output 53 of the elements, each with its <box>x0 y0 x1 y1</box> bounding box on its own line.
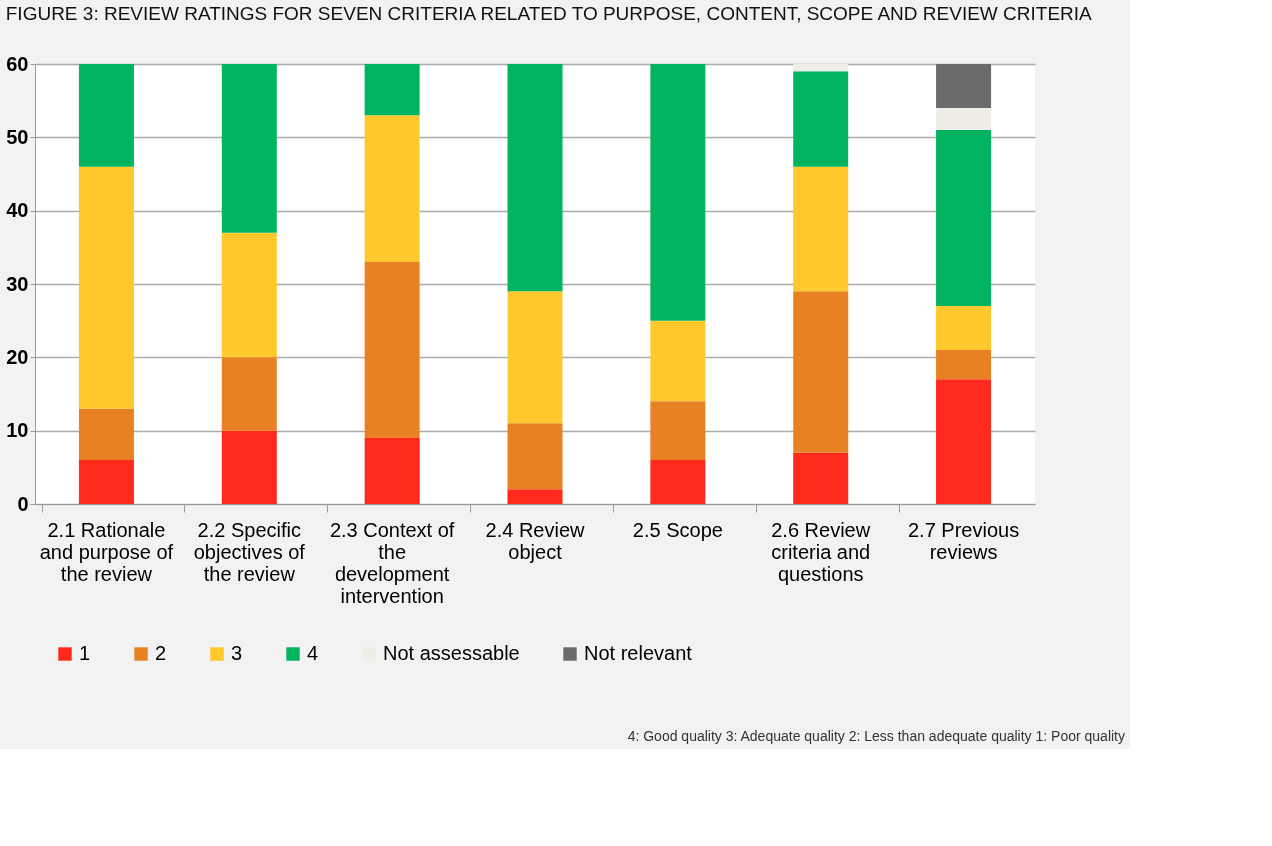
x-tick-label: 2.2 Specific objectives of the review <box>193 518 306 585</box>
bar <box>936 130 992 306</box>
bar <box>793 291 849 453</box>
bar <box>221 430 277 504</box>
bar <box>507 291 563 424</box>
bar <box>936 108 992 130</box>
bar <box>793 166 849 292</box>
legend-label: 4 <box>307 642 319 664</box>
chart-title: FIGURE 3: REVIEW RATINGS FOR SEVEN CRITERIA RELATED TO PURPOSE, CONTENT, SCOPE AND REVIEW CRITERIA <box>5 3 1093 24</box>
legend-label: 1 <box>79 642 91 664</box>
bar <box>507 64 563 292</box>
bar <box>650 401 706 460</box>
bar <box>507 489 563 504</box>
y-tick-label: 30 <box>6 272 29 295</box>
bar <box>793 64 849 72</box>
bar <box>936 64 992 108</box>
bar <box>936 306 992 350</box>
bar <box>793 71 849 167</box>
bar <box>650 460 706 504</box>
bar <box>936 379 992 504</box>
bar <box>364 262 420 438</box>
bar <box>936 350 992 380</box>
legend-label: Not relevant <box>584 642 693 664</box>
y-tick-label: 40 <box>6 199 29 222</box>
x-tick-label: 2.1 Rationale and purpose of the review <box>39 518 174 585</box>
bar <box>221 64 277 233</box>
bar <box>364 115 420 262</box>
bar <box>221 232 277 358</box>
bar <box>364 438 420 504</box>
y-tick-label: 20 <box>6 345 29 368</box>
y-tick-label: 0 <box>17 492 29 515</box>
x-tick-label: 2.4 Review object <box>485 518 586 563</box>
bar <box>78 64 134 167</box>
y-tick-label: 60 <box>6 52 29 75</box>
text: 4: Good quality 3: Adequate quality 2: Less than adequate quality 1: Poor quality <box>627 728 1125 744</box>
y-tick-label: 10 <box>6 419 29 442</box>
bar <box>650 64 706 321</box>
legend-label: 2 <box>155 642 167 664</box>
bar <box>650 320 706 402</box>
bar <box>793 452 849 504</box>
bar <box>78 408 134 460</box>
bar <box>364 64 420 116</box>
legend-label: 3 <box>231 642 243 664</box>
x-tick-label: 2.6 Review criteria and questions <box>771 518 871 585</box>
x-tick-label: 2.3 Context of the development intervention <box>329 518 455 607</box>
y-tick-label: 50 <box>6 125 29 148</box>
bar <box>78 460 134 504</box>
x-tick-label: 2.7 Previous reviews <box>907 518 1020 563</box>
bar <box>221 357 277 431</box>
legend-label: Not assessable <box>383 642 520 664</box>
bar <box>78 166 134 409</box>
x-tick-label: 2.5 Scope <box>632 518 723 541</box>
bar <box>507 423 563 490</box>
